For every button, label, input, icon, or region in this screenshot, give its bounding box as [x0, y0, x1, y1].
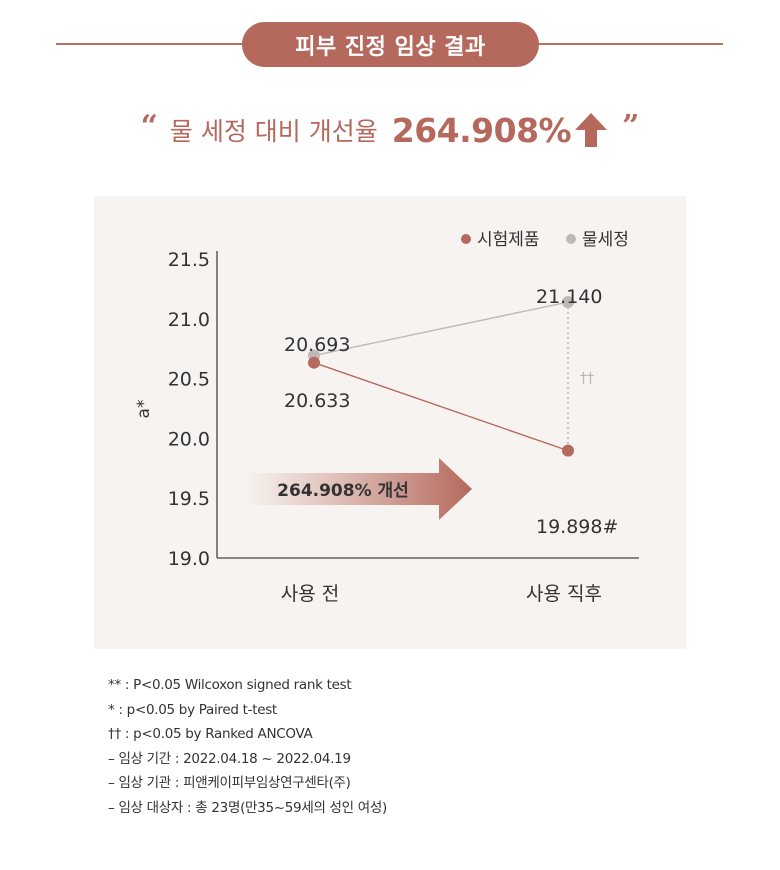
data-label: 21.140 — [536, 286, 602, 308]
section-title: 피부 진정 임상 결과 — [242, 22, 539, 67]
up-arrow-icon — [575, 113, 608, 147]
line-chart: 시험제품 물세정 a* 21.5 21.0 20.5 20.0 19.5 19.0 사용 전… — [134, 230, 639, 605]
x-tick-label: 사용 직후 — [526, 583, 602, 605]
quote-close: ” — [622, 108, 640, 144]
chart-series: †† 20.693 20.633 21.140 19.898# — [284, 286, 618, 538]
data-label: 19.898# — [536, 516, 618, 538]
title-line-right — [525, 43, 723, 45]
data-point — [562, 296, 574, 309]
legend-label: 물세정 — [582, 230, 629, 250]
footnote-line: ** : P<0.05 Wilcoxon signed rank test — [108, 677, 352, 693]
data-label: 20.693 — [284, 334, 350, 356]
chart-legend: 시험제품 물세정 — [461, 230, 629, 250]
data-point — [308, 356, 320, 369]
quote-open: “ — [140, 108, 158, 144]
significance-mark: †† — [580, 370, 594, 386]
improvement-label: 264.908% 개선 — [277, 481, 409, 501]
legend-label: 시험제품 — [477, 230, 540, 250]
data-label: 20.633 — [284, 390, 350, 412]
series-line — [313, 362, 569, 452]
y-tick-label: 21.0 — [168, 309, 210, 331]
footnote-line: †† : p<0.05 by Ranked ANCOVA — [108, 726, 313, 742]
y-tick-label: 20.0 — [168, 428, 210, 450]
footnote-line: * : p<0.05 by Paired t-test — [108, 701, 277, 718]
y-tick-labels: 21.5 21.0 20.5 20.0 19.5 19.0 — [168, 249, 210, 570]
x-tick-labels: 사용 전 사용 직후 — [281, 583, 602, 605]
x-tick-label: 사용 전 — [281, 583, 339, 605]
chart-panel: 시험제품 물세정 a* 21.5 21.0 20.5 20.0 19.5 19.0 사용 전… — [94, 196, 686, 649]
footnote-line: – 임상 기관 : 피앤케이피부임상연구센타(주) — [108, 775, 351, 791]
data-point — [562, 444, 574, 457]
chart-axes: a* — [134, 251, 639, 559]
series-line — [313, 301, 569, 357]
y-tick-label: 19.5 — [168, 488, 210, 510]
legend-marker — [566, 234, 576, 244]
title-line-left — [56, 43, 256, 45]
improvement-arrow-shape — [244, 458, 472, 520]
legend-marker — [461, 234, 471, 244]
y-axis-label: a* — [134, 400, 154, 419]
improvement-arrow: 264.908% 개선 — [244, 458, 472, 520]
headline-text: 물 세정 대비 개선율 — [169, 117, 378, 146]
y-tick-label: 21.5 — [168, 249, 210, 271]
y-tick-label: 20.5 — [168, 369, 210, 391]
headline-value: 264.908% — [391, 110, 572, 150]
footnote-line: – 임상 기간 : 2022.04.18 ~ 2022.04.19 — [108, 750, 351, 767]
y-tick-label: 19.0 — [168, 548, 210, 570]
footnotes: ** : P<0.05 Wilcoxon signed rank test * … — [108, 673, 387, 820]
footnote-line: – 임상 대상자 : 총 23명(만35~59세의 성인 여성) — [108, 799, 387, 816]
headline: “ 물 세정 대비 개선율 264.908% ” — [0, 100, 780, 160]
